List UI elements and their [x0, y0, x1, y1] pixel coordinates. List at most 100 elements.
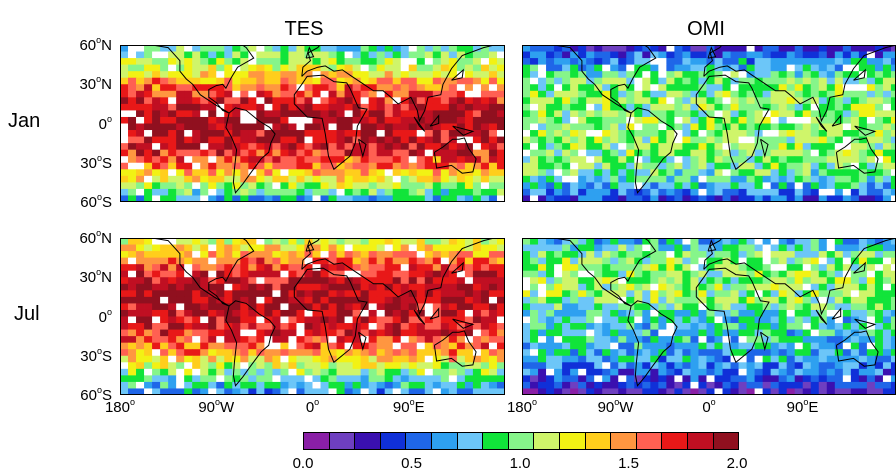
heatmap-cell: [554, 296, 563, 304]
heatmap-cell: [554, 257, 563, 265]
heatmap-cell: [136, 58, 145, 66]
heatmap-cell: [850, 329, 860, 337]
heatmap-cell: [392, 143, 402, 151]
heatmap-cell: [842, 277, 852, 285]
heatmap-cell: [530, 130, 539, 137]
heatmap-cell: [320, 64, 329, 72]
heatmap-cell: [120, 368, 129, 376]
heatmap-cell: [586, 162, 595, 170]
coastline: [854, 125, 877, 136]
heatmap-cell: [690, 110, 699, 118]
heatmap-cell: [464, 136, 474, 144]
heatmap-cell: [874, 368, 884, 376]
heatmap-cell: [770, 388, 780, 395]
heatmap-cell: [674, 264, 683, 272]
heatmap-cell: [240, 342, 249, 350]
heatmap-cell: [200, 283, 209, 291]
heatmap-cell: [754, 51, 764, 59]
heatmap-cell: [184, 123, 193, 131]
heatmap-cell: [392, 342, 402, 350]
heatmap-cell: [874, 342, 884, 350]
heatmap-cell: [152, 149, 161, 157]
heatmap-cell: [642, 143, 651, 151]
heatmap-cell: [352, 64, 362, 72]
coastline: [627, 107, 678, 194]
heatmap-cell: [360, 309, 370, 317]
heatmap-cell: [352, 97, 362, 105]
heatmap-cell: [834, 97, 844, 105]
heatmap-cell: [120, 251, 129, 259]
heatmap-cell: [272, 368, 281, 376]
heatmap-cell: [144, 309, 153, 317]
heatmap-cell: [184, 323, 193, 330]
heatmap-cell: [554, 116, 563, 124]
heatmap-cell: [706, 110, 715, 118]
heatmap-cell: [232, 188, 241, 196]
heatmap-cell: [674, 316, 683, 324]
heatmap-cell: [384, 110, 394, 118]
heatmap-cell: [296, 175, 305, 183]
heatmap-cell: [120, 195, 129, 202]
heatmap-cell: [874, 195, 884, 202]
heatmap-cell: [842, 381, 852, 389]
heatmap-cell: [368, 175, 378, 183]
heatmap-cell: [216, 329, 225, 337]
heatmap-cell: [626, 45, 635, 52]
heatmap-cell: [192, 251, 201, 259]
heatmap-cell: [786, 283, 796, 291]
heatmap-cell: [858, 156, 868, 164]
heatmap-cell: [192, 355, 201, 363]
heatmap-cell: [714, 362, 723, 370]
heatmap-cell: [690, 270, 699, 278]
heatmap-cell: [336, 103, 345, 111]
heatmap-cell: [336, 309, 345, 317]
heatmap-cell: [424, 323, 434, 330]
heatmap-cell: [690, 264, 699, 272]
heatmap-cell: [184, 381, 193, 389]
lat-label-row0-1: 30oN: [79, 74, 112, 94]
heatmap-cell: [296, 277, 305, 285]
heatmap-cell: [794, 162, 804, 170]
heatmap-cell: [160, 51, 169, 59]
heatmap-cell: [570, 283, 579, 291]
colorbar-segment: [430, 433, 457, 449]
heatmap-cell: [882, 71, 892, 79]
heatmap-cell: [288, 188, 297, 196]
heatmap-cell: [384, 290, 394, 298]
heatmap-cell: [778, 355, 788, 363]
heatmap-cell: [730, 136, 739, 144]
heatmap-cell: [480, 71, 490, 79]
heatmap-cell: [522, 251, 531, 259]
heatmap-cell: [834, 388, 844, 395]
heatmap-cell: [248, 84, 257, 92]
heatmap-cell: [626, 296, 635, 304]
heatmap-cell: [128, 84, 137, 92]
heatmap-cell: [818, 342, 828, 350]
heatmap-cell: [818, 270, 828, 278]
heatmap-cell: [144, 71, 153, 79]
heatmap-cell: [826, 90, 836, 98]
heatmap-cell: [570, 323, 579, 330]
heatmap-cell: [762, 329, 772, 337]
heatmap-cell: [874, 136, 884, 144]
heatmap-cell: [586, 156, 595, 164]
heatmap-cell: [416, 90, 426, 98]
heatmap-cell: [738, 77, 747, 85]
heatmap-cell: [554, 355, 563, 363]
heatmap-cell: [642, 290, 651, 298]
heatmap-cell: [320, 71, 329, 79]
heatmap-cell: [522, 175, 531, 183]
heatmap-cell: [746, 342, 755, 350]
heatmap-cell: [304, 77, 313, 85]
heatmap-cell: [794, 309, 804, 317]
heatmap-cell: [890, 270, 896, 278]
heatmap-cell: [770, 149, 780, 157]
heatmap-cell: [762, 323, 772, 330]
heatmap-cell: [360, 264, 370, 272]
heatmap-cell: [634, 349, 643, 357]
heatmap-cell: [882, 130, 892, 137]
heatmap-cell: [602, 329, 611, 337]
heatmap-cell: [368, 336, 378, 344]
heatmap-cell: [464, 162, 474, 170]
heatmap-cell: [360, 283, 370, 291]
